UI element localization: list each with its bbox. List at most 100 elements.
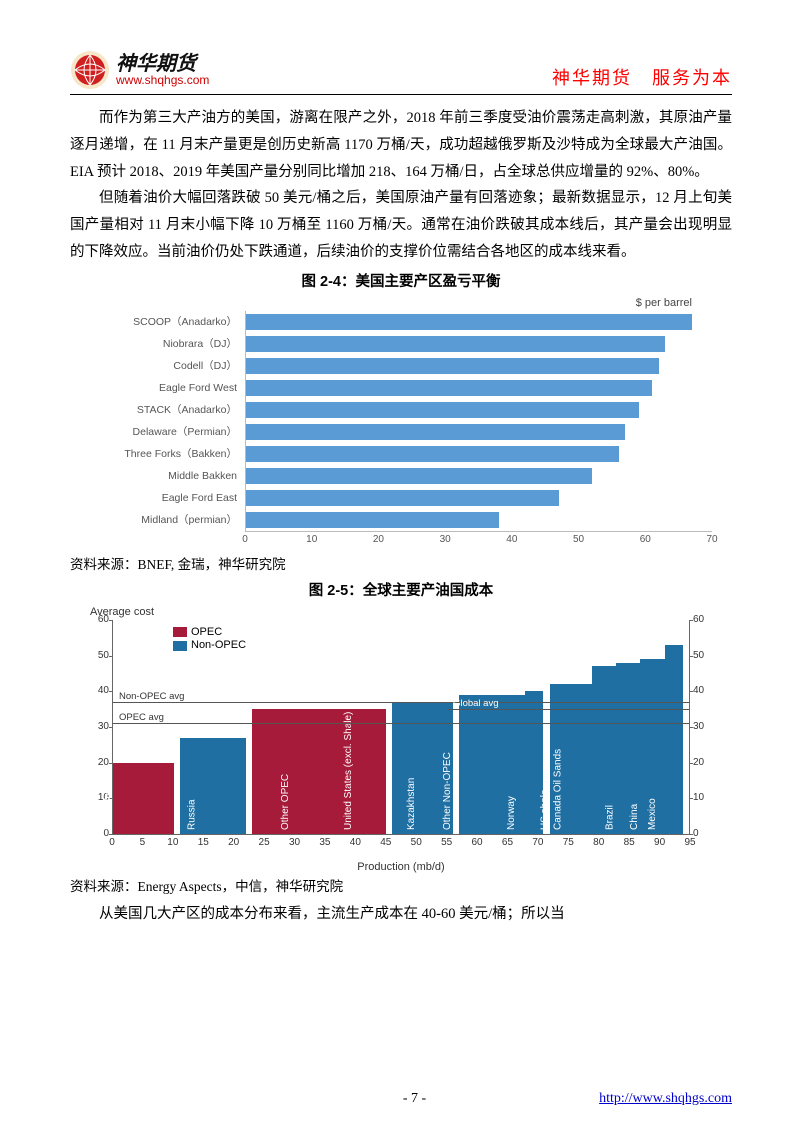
chart2-legend-item: Non-OPEC — [173, 639, 246, 652]
chart2-bar-label: Mexico — [647, 798, 658, 830]
chart2-ytick-right: 20 — [693, 757, 713, 768]
chart2-ref-label: Global avg — [451, 698, 500, 709]
chart1-bar-track — [245, 421, 712, 443]
chart1-bar — [246, 380, 652, 396]
chart2-source: 资料来源：Energy Aspects，中信，神华研究院 — [70, 875, 732, 895]
chart1-bar-label: Midland（permian） — [90, 512, 245, 527]
chart1-xtick: 40 — [506, 534, 517, 545]
chart2-xtick: 75 — [563, 837, 574, 848]
chart2-ytick-left: 50 — [89, 650, 109, 661]
chart1-bars-container: SCOOP（Anadarko） Niobrara（DJ） Codell（DJ） Eag… — [90, 311, 712, 531]
chart2-ref-line: OPEC avg — [113, 723, 689, 724]
logo-text: 神华期货 www.shqhgs.com — [116, 54, 209, 86]
chart1-bar-row: Codell（DJ） — [90, 355, 712, 377]
logo-block: 神华期货 www.shqhgs.com — [70, 50, 209, 90]
chart1-xtick: 60 — [640, 534, 651, 545]
chart2-bar-label: US shale — [539, 789, 550, 830]
chart1-bar — [246, 336, 665, 352]
page-header: 神华期货 www.shqhgs.com 神华期货 服务为本 — [70, 50, 732, 95]
chart2-xtick: 60 — [471, 837, 482, 848]
chart2-ytick-right: 30 — [693, 721, 713, 732]
chart2-xtick: 70 — [532, 837, 543, 848]
chart1-bar-label: Eagle Ford West — [90, 382, 245, 394]
chart1-unit-label: $ per barrel — [90, 297, 712, 309]
chart2-bar-label: United States (excl. Shale) — [343, 711, 354, 829]
chart1-bar — [246, 512, 499, 528]
chart1-xtick: 0 — [242, 534, 248, 545]
chart2-legend-swatch — [173, 627, 187, 637]
chart1-bar-track — [245, 487, 712, 509]
chart2-cost-curve: Average cost 0102030405060 0102030405060… — [90, 606, 712, 873]
chart1-bar-track — [245, 333, 712, 355]
chart1-bar-track — [245, 465, 712, 487]
chart1-bar-row: Niobrara（DJ） — [90, 333, 712, 355]
chart2-ylabel: Average cost — [90, 606, 712, 618]
chart2-xtick: 85 — [624, 837, 635, 848]
chart2-ytick-left: 20 — [89, 757, 109, 768]
chart1-bar-track — [245, 443, 712, 465]
chart2-ref-line: Global avg — [447, 709, 689, 710]
chart1-bar-row: Eagle Ford East — [90, 487, 712, 509]
chart2-legend-swatch — [173, 641, 187, 651]
tail-paragraph: 从美国几大产区的成本分布来看，主流生产成本在 40-60 美元/桶；所以当 — [70, 901, 732, 928]
chart2-bar-label: Russia — [187, 799, 198, 830]
chart1-bar — [246, 446, 619, 462]
chart1-bar-track — [245, 509, 712, 531]
chart2-xtick: 90 — [654, 837, 665, 848]
chart2-bar-label: Other OPEC — [280, 774, 291, 830]
chart2-legend-item: OPEC — [173, 626, 246, 639]
tail-text-block: 从美国几大产区的成本分布来看，主流生产成本在 40-60 美元/桶；所以当 — [70, 901, 732, 928]
chart1-bar-row: Middle Bakken — [90, 465, 712, 487]
chart2-legend: OPECNon-OPEC — [173, 626, 246, 652]
footer-url-link[interactable]: http://www.shqhgs.com — [599, 1091, 732, 1107]
chart2-xtick: 5 — [140, 837, 146, 848]
chart2-ytick-right: 10 — [693, 792, 713, 803]
chart2-ytick-left: 40 — [89, 685, 109, 696]
chart2-xtick: 95 — [684, 837, 695, 848]
chart1-bar-label: Niobrara（DJ） — [90, 336, 245, 351]
chart1-bar-label: STACK（Anadarko） — [90, 402, 245, 417]
chart2-ytick-right: 50 — [693, 650, 713, 661]
chart1-bar-label: Middle Bakken — [90, 470, 245, 482]
logo-globe-icon — [70, 50, 110, 90]
chart1-bar-track — [245, 355, 712, 377]
chart2-bar: Saudi Arabia — [113, 763, 174, 834]
chart1-bar-row: Delaware（Permian） — [90, 421, 712, 443]
chart2-legend-label: Non-OPEC — [191, 639, 246, 652]
chart1-bar-label: Three Forks（Bakken） — [90, 446, 245, 461]
chart2-bar-label: China — [629, 804, 640, 830]
chart2-xtick: 0 — [109, 837, 115, 848]
chart1-bar-row: Three Forks（Bakken） — [90, 443, 712, 465]
chart2-xtick: 65 — [502, 837, 513, 848]
chart2-bar-label: Brazil — [605, 805, 616, 830]
chart2-bar-label: Other Non-OPEC — [442, 752, 453, 830]
chart1-bar-row: Midland（permian） — [90, 509, 712, 531]
chart1-xtick: 30 — [440, 534, 451, 545]
chart2-xtick: 20 — [228, 837, 239, 848]
chart2-xtick: 55 — [441, 837, 452, 848]
chart1-title: 图 2-4：美国主要产区盈亏平衡 — [70, 270, 732, 291]
chart2-ref-label: Non-OPEC avg — [117, 691, 186, 702]
chart1-bar — [246, 424, 625, 440]
chart1-source: 资料来源：BNEF, 金瑞，神华研究院 — [70, 553, 732, 573]
chart1-bar-label: Codell（DJ） — [90, 358, 245, 373]
chart2-xtick: 35 — [319, 837, 330, 848]
header-tagline: 神华期货 服务为本 — [552, 64, 732, 90]
chart1-bar-track — [245, 377, 712, 399]
chart2-xtick: 10 — [167, 837, 178, 848]
chart1-bar-label: SCOOP（Anadarko） — [90, 314, 245, 329]
chart1-xtick: 70 — [706, 534, 717, 545]
logo-name-cn: 神华期货 — [116, 54, 209, 74]
chart2-xaxis: 05101520253035404550556065707580859095 — [112, 835, 690, 863]
chart2-xtick: 15 — [198, 837, 209, 848]
chart1-bar-row: Eagle Ford West — [90, 377, 712, 399]
chart2-xtick: 80 — [593, 837, 604, 848]
chart1-bar-track — [245, 399, 712, 421]
chart2-ref-label: OPEC avg — [117, 712, 166, 723]
chart1-xaxis: 010203040506070 — [245, 531, 712, 547]
chart2-ref-line: Non-OPEC avg — [113, 702, 689, 703]
paragraph-1: 而作为第三大产油方的美国，游离在限产之外，2018 年前三季度受油价震荡走高刺激… — [70, 105, 732, 185]
chart1-xtick: 10 — [306, 534, 317, 545]
page-number: - 7 - — [403, 1091, 426, 1107]
chart1-bar — [246, 468, 592, 484]
